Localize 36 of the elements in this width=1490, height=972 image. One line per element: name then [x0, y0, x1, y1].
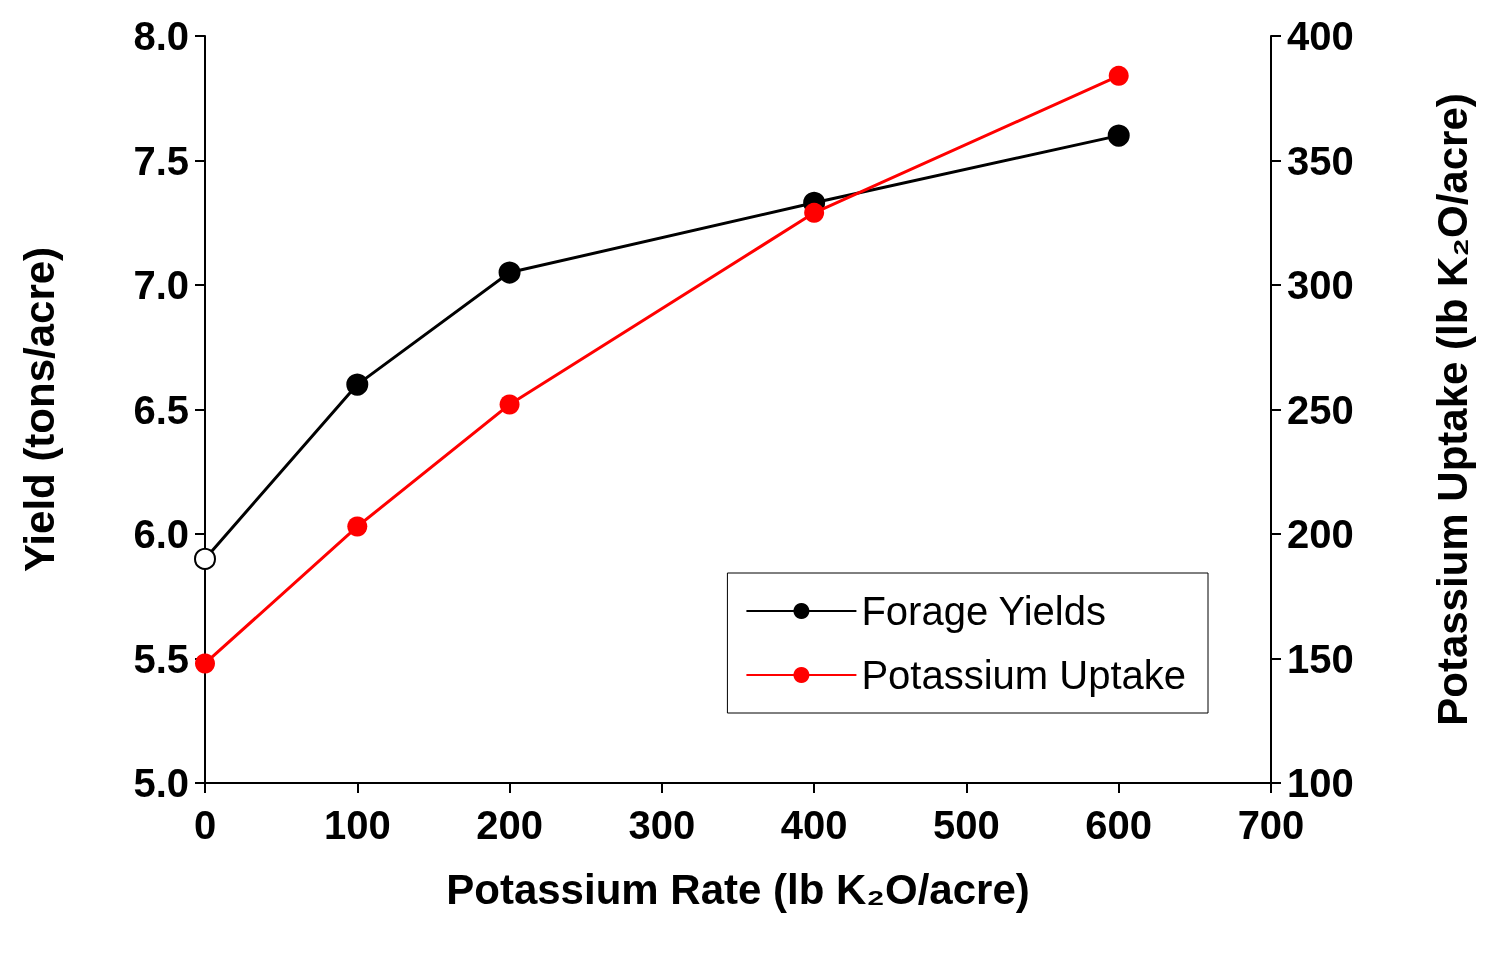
point: [804, 202, 825, 223]
y2-axis-title: Potassium Uptake (lb K₂O/acre): [1428, 93, 1476, 726]
legend-label: Potassium Uptake: [861, 653, 1186, 697]
point: [1107, 124, 1130, 147]
y2-tick-label: 200: [1287, 512, 1354, 556]
y2-tick-label: 400: [1287, 14, 1354, 58]
x-tick-label: 300: [628, 803, 696, 847]
y2-tick-label: 150: [1287, 636, 1354, 681]
point: [498, 261, 521, 284]
x-tick-label: 500: [933, 803, 1000, 847]
x-axis-title: Potassium Rate (lb K₂O/acre): [446, 865, 1030, 913]
x-tick-label: 0: [193, 803, 217, 847]
point: [195, 653, 215, 674]
y-tick-label: 6.5: [133, 387, 189, 432]
point: [194, 547, 216, 570]
x-tick-label: 200: [476, 803, 543, 847]
y-tick-label: 6.0: [133, 512, 189, 556]
y2-tick-label: 350: [1287, 138, 1354, 183]
y2-tick-label: 300: [1287, 263, 1354, 307]
x-tick-label: 700: [1237, 803, 1305, 847]
point: [499, 394, 520, 415]
y-tick-label: 5.5: [133, 636, 189, 681]
x-tick-label: 100: [323, 803, 391, 847]
y-tick-label: 7.0: [133, 263, 189, 307]
x-tick-label: 400: [780, 803, 848, 847]
point: [347, 516, 368, 537]
y-axis-title: Yield (tons/acre): [15, 246, 63, 573]
legend-label: Forage Yields: [861, 589, 1106, 633]
y-tick-label: 7.5: [133, 138, 189, 183]
y-tick-label: 8.0: [133, 14, 189, 58]
x-tick-label: 600: [1085, 803, 1153, 847]
y-tick-label: 5.0: [133, 761, 189, 805]
point: [1108, 65, 1129, 86]
y2-tick-label: 250: [1287, 387, 1354, 432]
point: [346, 373, 369, 396]
y2-tick-label: 100: [1287, 761, 1354, 805]
